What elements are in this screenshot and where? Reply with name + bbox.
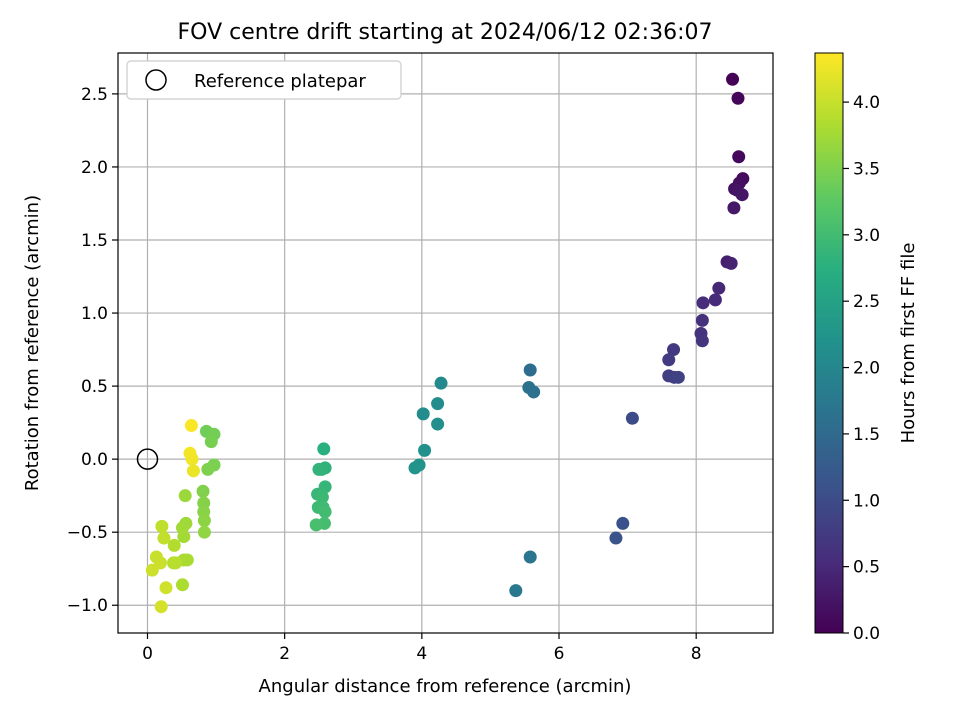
y-tick-label: 2.5 [81, 85, 108, 105]
data-point [418, 443, 432, 457]
colorbar-tick-label: 0.0 [853, 624, 880, 644]
data-point [509, 584, 523, 598]
x-axis-label: Angular distance from reference (arcmin) [259, 676, 632, 697]
colorbar-tick-label: 1.0 [853, 491, 880, 511]
colorbar-tick-label: 4.0 [853, 93, 880, 113]
data-point [155, 519, 169, 533]
data-point [625, 411, 639, 425]
data-point [169, 556, 183, 570]
colorbar-tick-label: 3.0 [853, 226, 880, 246]
colorbar-tick-label: 3.5 [853, 159, 880, 179]
data-point [318, 505, 332, 519]
legend-label: Reference platepar [194, 71, 366, 92]
data-point [616, 516, 630, 530]
data-point [315, 490, 329, 504]
y-tick-label: 0.0 [81, 450, 108, 470]
data-point [154, 600, 168, 614]
data-point [609, 531, 623, 545]
data-point [671, 370, 685, 384]
data-point [523, 550, 537, 564]
y-tick-label: 1.0 [81, 304, 108, 324]
data-point [416, 407, 430, 421]
data-points [145, 72, 750, 614]
data-point [695, 334, 709, 348]
data-point [197, 525, 211, 539]
colorbar-label: Hours from first FF file [898, 243, 919, 444]
x-tick-label: 4 [416, 644, 427, 664]
data-point [408, 461, 422, 475]
data-point [727, 201, 741, 215]
data-point [696, 296, 710, 310]
data-point [184, 419, 198, 433]
data-point [145, 563, 159, 577]
data-point [175, 578, 189, 592]
x-tick-label: 8 [691, 644, 702, 664]
colorbar-tick-label: 2.5 [853, 292, 880, 312]
data-point [309, 518, 323, 532]
data-point [157, 531, 171, 545]
y-tick-label: 1.5 [81, 231, 108, 251]
data-point [317, 442, 331, 456]
y-axis-ticks: −1.0 −0.5 0.0 0.5 1.0 1.5 2.0 2.5 [67, 85, 118, 616]
data-point [527, 385, 541, 399]
data-point [726, 72, 740, 86]
data-point [177, 530, 191, 544]
data-point [735, 188, 749, 202]
colorbar-tick-label: 1.5 [853, 425, 880, 445]
y-tick-label: 2.0 [81, 158, 108, 178]
data-point [159, 581, 173, 595]
y-tick-label: 0.5 [81, 377, 108, 397]
data-point [185, 452, 199, 466]
data-point [662, 353, 676, 367]
y-tick-label: −1.0 [67, 596, 108, 616]
reference-point [136, 448, 159, 470]
data-point [431, 397, 445, 411]
y-tick-label: −0.5 [67, 523, 108, 543]
data-point [167, 538, 181, 552]
data-point [434, 376, 448, 390]
x-axis-ticks: 0 2 4 6 8 [142, 633, 702, 664]
data-point [731, 91, 745, 105]
x-tick-label: 6 [554, 644, 565, 664]
data-point [724, 256, 738, 270]
data-point [186, 464, 200, 478]
chart-title: FOV centre drift starting at 2024/06/12 … [178, 20, 713, 45]
data-point [523, 363, 537, 377]
x-tick-label: 0 [142, 644, 153, 664]
plot-frame [117, 52, 774, 634]
legend-box [126, 60, 402, 100]
grid [118, 53, 773, 633]
data-point [197, 514, 211, 528]
data-point [201, 462, 215, 476]
data-point [178, 489, 192, 503]
data-point [312, 462, 326, 476]
data-point [667, 343, 681, 357]
y-axis-label: Rotation from reference (arcmin) [22, 195, 43, 491]
colorbar [814, 52, 844, 634]
data-point [712, 281, 726, 295]
data-point [695, 313, 709, 327]
data-point [732, 150, 746, 164]
x-tick-label: 2 [279, 644, 290, 664]
data-point [204, 435, 218, 449]
colorbar-ticks: 0.0 0.5 1.0 1.5 2.0 2.5 3.0 3.5 4.0 [843, 93, 880, 644]
colorbar-tick-label: 0.5 [853, 558, 880, 578]
colorbar-tick-label: 2.0 [853, 359, 880, 379]
data-point [431, 417, 445, 431]
reference-marker [136, 448, 159, 470]
data-point [708, 293, 722, 307]
data-point [196, 484, 210, 498]
legend: Reference platepar [126, 60, 402, 100]
data-point [180, 553, 194, 567]
legend-marker [145, 69, 167, 91]
